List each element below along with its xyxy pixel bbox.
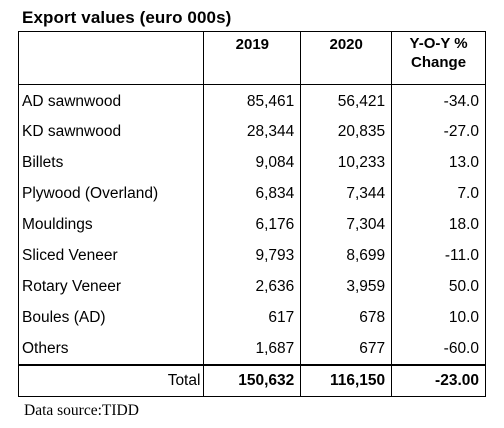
header-change-line1: Y-O-Y % — [409, 35, 468, 52]
row-value-2020: 678 — [300, 302, 393, 333]
row-value-2020: 20,835 — [300, 116, 393, 147]
row-name: Sliced Veneer — [17, 240, 205, 271]
row-value-2019: 2,636 — [203, 271, 302, 302]
table-row: Billets 9,084 10,233 13.0 — [17, 147, 486, 178]
row-value-2019: 28,344 — [203, 116, 302, 147]
total-value-2020: 116,150 — [300, 364, 393, 397]
table-row: Sliced Veneer 9,793 8,699 -11.0 — [17, 240, 486, 271]
row-name: Boules (AD) — [17, 302, 205, 333]
header-change: Y-O-Y % Change — [391, 31, 486, 85]
row-value-2019: 6,834 — [203, 178, 302, 209]
row-change: -34.0 — [391, 84, 486, 116]
total-label: Total — [17, 364, 205, 397]
row-value-2020: 8,699 — [300, 240, 393, 271]
table-row: Plywood (Overland) 6,834 7,344 7.0 — [17, 178, 486, 209]
table-row: Mouldings 6,176 7,304 18.0 — [17, 209, 486, 240]
row-change: 10.0 — [391, 302, 486, 333]
table-row: KD sawnwood 28,344 20,835 -27.0 — [17, 116, 486, 147]
export-values-table: 2019 2020 Y-O-Y % Change AD sawnwood 85,… — [17, 31, 486, 397]
table-row: Boules (AD) 617 678 10.0 — [17, 302, 486, 333]
row-value-2019: 6,176 — [203, 209, 302, 240]
header-2019: 2019 — [203, 31, 302, 85]
row-value-2019: 617 — [203, 302, 302, 333]
row-name: Rotary Veneer — [17, 271, 205, 302]
row-value-2019: 85,461 — [203, 84, 302, 116]
row-change: 18.0 — [391, 209, 486, 240]
row-value-2020: 7,304 — [300, 209, 393, 240]
row-value-2020: 7,344 — [300, 178, 393, 209]
row-change: 7.0 — [391, 178, 486, 209]
row-change: -60.0 — [391, 333, 486, 365]
total-change: -23.00 — [391, 364, 486, 397]
row-value-2020: 3,959 — [300, 271, 393, 302]
total-row: Total 150,632 116,150 -23.00 — [17, 364, 486, 397]
row-value-2019: 9,084 — [203, 147, 302, 178]
row-name: Others — [17, 333, 205, 365]
table-row: AD sawnwood 85,461 56,421 -34.0 — [17, 84, 486, 116]
row-change: -11.0 — [391, 240, 486, 271]
row-change: -27.0 — [391, 116, 486, 147]
header-change-line2: Change — [411, 54, 467, 71]
row-name: Plywood (Overland) — [17, 178, 205, 209]
row-change: 13.0 — [391, 147, 486, 178]
header-row: 2019 2020 Y-O-Y % Change — [17, 31, 486, 85]
row-value-2019: 1,687 — [203, 333, 302, 365]
row-name: Mouldings — [17, 209, 205, 240]
row-value-2020: 10,233 — [300, 147, 393, 178]
table-row: Others 1,687 677 -60.0 — [17, 333, 486, 365]
row-change: 50.0 — [391, 271, 486, 302]
row-name: KD sawnwood — [17, 116, 205, 147]
header-2020: 2020 — [300, 31, 393, 85]
row-name: Billets — [17, 147, 205, 178]
row-value-2020: 677 — [300, 333, 393, 365]
row-name: AD sawnwood — [17, 84, 205, 116]
table-row: Rotary Veneer 2,636 3,959 50.0 — [17, 271, 486, 302]
total-value-2019: 150,632 — [203, 364, 302, 397]
row-value-2020: 56,421 — [300, 84, 393, 116]
row-value-2019: 9,793 — [203, 240, 302, 271]
header-product — [17, 31, 205, 85]
table-title: Export values (euro 000s) — [22, 8, 232, 27]
data-source-note: Data source:TIDD — [24, 402, 139, 419]
